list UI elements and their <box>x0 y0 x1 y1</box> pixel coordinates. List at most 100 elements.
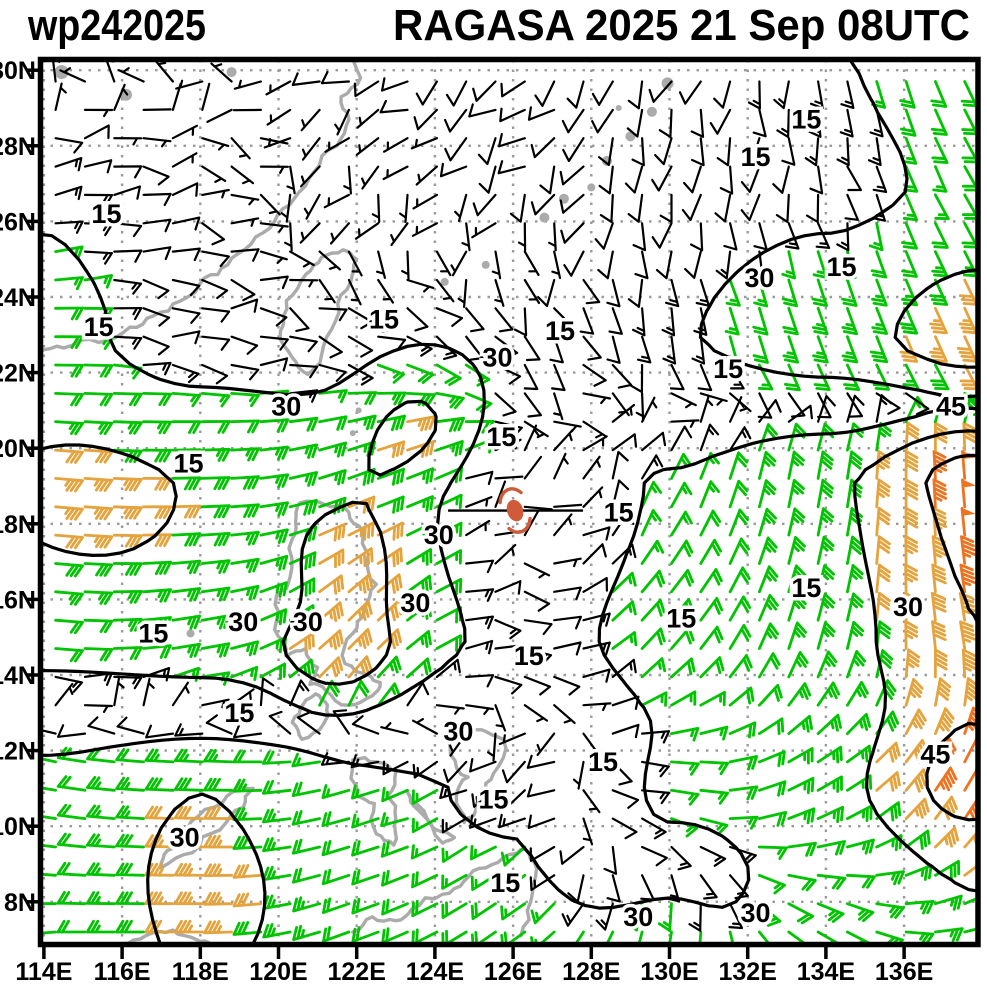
wind-barb <box>406 657 432 679</box>
wind-barb <box>816 840 846 856</box>
wind-barb <box>846 394 865 423</box>
wind-barb <box>816 592 836 622</box>
isotach-label-30: 30 <box>482 342 512 372</box>
wind-barb <box>54 477 84 493</box>
wind-barb <box>632 307 646 337</box>
wind-barb <box>262 779 292 795</box>
wind-barb <box>83 193 114 207</box>
wind-barb <box>816 805 844 823</box>
wind-barb <box>611 403 636 423</box>
wind-barb <box>608 307 623 335</box>
wind-barb <box>142 165 170 186</box>
isotach-label-30: 30 <box>170 823 200 853</box>
wind-barb <box>318 415 348 431</box>
wind-barb <box>775 193 790 223</box>
wind-barb <box>931 620 947 650</box>
wind-barb <box>406 335 433 357</box>
isotach-label-15: 15 <box>174 448 204 478</box>
wind-barb <box>173 919 204 934</box>
wind-barb <box>805 193 820 223</box>
wind-barb <box>288 499 318 516</box>
wind-barb <box>347 573 374 594</box>
wind-barb <box>115 776 145 792</box>
lon-axis-label: 126E <box>484 958 542 986</box>
wind-barb <box>381 786 409 803</box>
wind-barb <box>670 539 694 565</box>
isotach-label-30: 30 <box>744 263 774 293</box>
wind-barb <box>699 845 727 867</box>
wind-barb <box>173 777 204 792</box>
wind-barb <box>904 620 919 650</box>
wind-barb <box>291 810 321 826</box>
wind-barb <box>783 363 801 392</box>
wind-barb <box>171 532 202 547</box>
wind-barb <box>902 193 919 222</box>
wind-barb <box>144 919 175 934</box>
wind-barb <box>816 621 836 650</box>
wind-barb <box>439 784 468 800</box>
wind-barb <box>758 450 777 480</box>
wind-barb <box>725 278 741 307</box>
wind-barb <box>171 392 202 408</box>
wind-barb <box>494 480 507 508</box>
wind-barb <box>318 250 341 271</box>
axis-ticks <box>26 68 906 959</box>
wind-barb <box>523 420 549 439</box>
wind-barb <box>582 420 608 439</box>
wind-barb <box>719 165 734 195</box>
lon-axis-label: 120E <box>249 958 307 986</box>
wind-barb <box>728 686 755 707</box>
wind-barb <box>816 478 834 509</box>
wind-barb <box>500 845 527 867</box>
wind-barb <box>930 108 948 136</box>
lat-axis-label: 24N <box>0 284 36 312</box>
wind-barb <box>523 562 551 579</box>
wind-barb <box>318 335 343 359</box>
wind-barb <box>500 902 527 921</box>
wind-barb <box>56 891 87 906</box>
wind-barb <box>816 775 843 793</box>
wind-barb <box>871 306 888 335</box>
wind-barb <box>816 873 847 890</box>
wind-barb <box>640 657 667 679</box>
wind-barb <box>465 470 494 485</box>
wind-barb <box>401 250 410 280</box>
wind-barb <box>670 419 700 428</box>
coastline-mindanao <box>351 847 539 938</box>
wind-barb <box>553 641 582 656</box>
wind-barb <box>553 503 583 508</box>
wind-barb <box>259 307 288 327</box>
wind-barb <box>899 335 919 363</box>
isotach-label-15: 15 <box>604 497 634 527</box>
wind-barb <box>351 926 380 943</box>
lat-axis-label: 8N <box>4 889 36 917</box>
wind-barb <box>904 768 930 793</box>
lon-axis-label: 130E <box>640 958 698 986</box>
wind-barb <box>289 335 318 353</box>
wind-barb <box>83 533 114 549</box>
wind-barb <box>142 108 172 111</box>
wind-barb <box>406 440 435 458</box>
wind-barb <box>347 250 363 277</box>
wind-barb <box>291 72 321 86</box>
wind-barb <box>626 108 644 138</box>
island-dot <box>355 407 362 414</box>
wind-barb <box>410 844 439 860</box>
wind-barb <box>869 108 884 138</box>
wind-barb <box>201 137 230 151</box>
wind-barb <box>144 777 175 792</box>
wind-barb <box>787 404 813 423</box>
wind-barb <box>728 508 750 537</box>
wind-barb <box>611 760 633 786</box>
wind-barb <box>758 683 783 707</box>
wind-barb <box>536 732 556 756</box>
wind-barb <box>787 621 807 650</box>
wind-barb <box>729 426 752 452</box>
wind-barb <box>318 548 345 569</box>
wind-barb <box>347 600 373 622</box>
wind-barb <box>203 834 233 849</box>
wind-barb <box>347 547 374 568</box>
wind-barb <box>498 732 526 746</box>
wind-barb <box>435 278 455 303</box>
isotach-label-15: 15 <box>545 316 575 346</box>
